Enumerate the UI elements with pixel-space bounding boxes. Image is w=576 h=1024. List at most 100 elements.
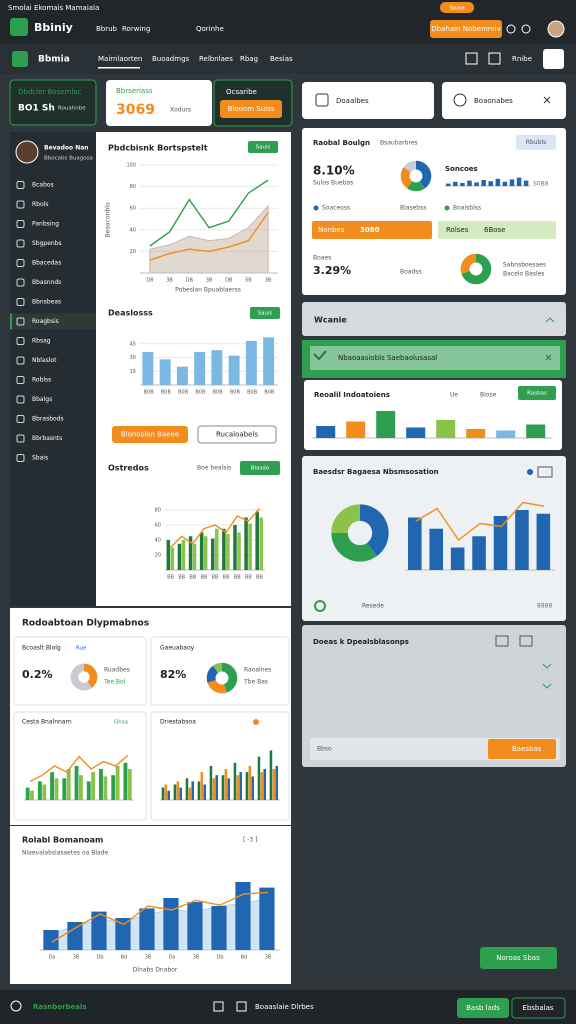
primary-button[interactable] [112, 426, 188, 443]
bar [224, 769, 228, 800]
chevron[interactable] [545, 317, 555, 323]
menu-item[interactable]: Roblss [32, 377, 51, 384]
icon[interactable] [213, 1001, 224, 1012]
footer-button[interactable] [457, 998, 509, 1018]
avatar[interactable] [547, 20, 565, 38]
logo[interactable] [12, 51, 28, 67]
icon[interactable] [314, 600, 326, 612]
summary-label: Dbdcler Bosemlac [18, 88, 82, 96]
nav-item[interactable]: Rorwing [122, 25, 150, 33]
summary-label: Ocsaribe [226, 88, 257, 96]
icon-button[interactable] [543, 49, 564, 69]
icon[interactable] [519, 635, 533, 647]
card-button[interactable] [518, 386, 556, 400]
line [149, 212, 269, 261]
chart-card [150, 711, 290, 821]
x-tick-label: B0B [144, 390, 155, 396]
tab[interactable]: Rbag [240, 55, 258, 63]
menu-item[interactable]: Rbsag [32, 338, 51, 345]
icon[interactable] [495, 635, 509, 647]
badge[interactable] [440, 2, 474, 13]
line [170, 508, 260, 548]
donut-segment [331, 532, 377, 562]
nav-item[interactable]: Qorinhe [196, 25, 224, 33]
footer-brand: Rasnborbeals [33, 1003, 87, 1011]
nav-item[interactable]: Bbrub [96, 25, 118, 33]
bar [269, 750, 273, 800]
bar [199, 532, 204, 570]
menu-item[interactable]: Panbsing [32, 221, 59, 228]
card-label: Ruadbes [104, 667, 130, 674]
menu-item[interactable]: Sbais [32, 455, 48, 462]
tab[interactable]: Ue [450, 392, 458, 399]
x-tick-label: BB [167, 575, 174, 581]
card-title: Cesta Bnalnnarn [22, 719, 72, 726]
menu-item[interactable]: Bcabos [32, 182, 54, 189]
action-button[interactable] [480, 947, 557, 969]
menu-item[interactable]: Bbrasbods [32, 416, 64, 423]
range-selector[interactable]: [ -3 ] [243, 837, 257, 844]
tab[interactable]: Blose [480, 392, 497, 399]
icon[interactable] [527, 469, 533, 475]
chevron[interactable] [542, 663, 552, 689]
chart-button-label: Blasdo [251, 466, 270, 472]
icon[interactable] [10, 1000, 22, 1012]
tab[interactable]: Besias [270, 55, 293, 63]
chart-button[interactable] [248, 141, 278, 153]
menu-item[interactable]: Roagbsis [32, 318, 59, 325]
icon[interactable] [521, 24, 531, 34]
menu-item[interactable]: Sbgpenbs [32, 240, 62, 247]
section-title: Rodoabtoan Dlypmabnos [22, 619, 149, 629]
y-tick-label: 80 [130, 184, 136, 190]
icon[interactable] [537, 466, 553, 478]
menu-item[interactable]: Nblaslot [32, 357, 57, 364]
x-tick-label: BB [212, 575, 219, 581]
icon[interactable] [506, 24, 516, 34]
x-tick-label: 3B [193, 955, 200, 961]
close-icon[interactable] [545, 354, 552, 361]
menu-item[interactable]: Bbrbasnts [32, 435, 62, 442]
card-title: Raobal Boulgn [313, 139, 370, 147]
menu-item[interactable]: Bbnsbeas [32, 299, 61, 306]
chip[interactable] [516, 135, 556, 150]
chart-button[interactable] [240, 461, 280, 475]
secondary-button[interactable] [197, 425, 277, 444]
donut-segment [83, 663, 98, 688]
menu-icon [16, 200, 25, 209]
close-icon[interactable] [543, 96, 551, 104]
tab[interactable]: Relbnlaes [199, 55, 233, 63]
bar [99, 769, 103, 800]
menu-item[interactable]: Rbols [32, 201, 48, 208]
menu-item[interactable]: Bbasnnds [32, 279, 61, 286]
icon[interactable] [465, 52, 478, 65]
logo[interactable] [10, 18, 28, 36]
panel-button[interactable] [488, 739, 556, 759]
bar [257, 756, 261, 800]
bar [115, 918, 131, 950]
action-tile[interactable] [442, 82, 566, 119]
chart-button[interactable] [250, 307, 280, 319]
tab[interactable]: Mairnlaorten [98, 55, 142, 63]
summary-button[interactable] [220, 100, 282, 118]
bar [460, 183, 465, 186]
bar [115, 765, 120, 800]
menu-item[interactable]: Bbalgs [32, 396, 52, 403]
line [415, 501, 545, 542]
icon[interactable] [236, 1001, 247, 1012]
bar [502, 181, 508, 186]
bar [248, 765, 252, 800]
footer-button[interactable] [511, 997, 566, 1019]
bar [259, 887, 275, 950]
summary-sub: Xodurs [170, 107, 191, 114]
card-value: 0.2% [22, 668, 53, 681]
icon[interactable] [488, 52, 501, 65]
nav-right[interactable]: Rnibe [512, 55, 532, 63]
app-title: Smolai Ekomais Mamaiala [8, 4, 99, 12]
cta-button[interactable] [430, 20, 502, 38]
tab[interactable]: Buoadmgs [152, 55, 190, 63]
accordion[interactable] [302, 302, 566, 336]
action-tile[interactable] [302, 82, 434, 119]
bar [251, 776, 254, 800]
menu-item[interactable]: Bbacedas [32, 260, 61, 267]
donut-segment [460, 253, 477, 274]
